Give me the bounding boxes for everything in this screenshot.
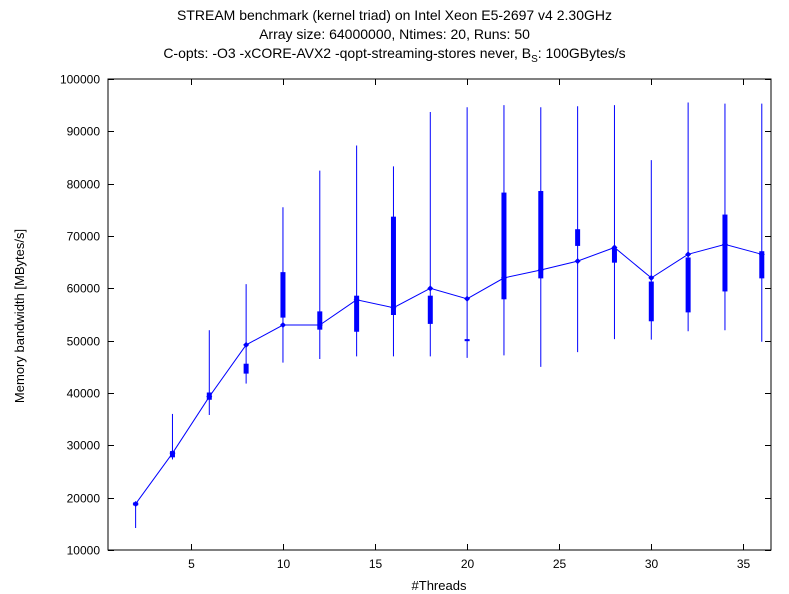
chart-title-block: STREAM benchmark (kernel triad) on Intel… [0, 6, 789, 69]
box [575, 229, 581, 246]
x-tick-label: 15 [369, 557, 383, 571]
copts-suffix: : 100GBytes/s [537, 45, 626, 61]
mean-point [721, 241, 728, 248]
y-tick-label: 20000 [67, 492, 101, 506]
mean-point [390, 304, 397, 311]
x-tick-label: 10 [277, 557, 291, 571]
mean-point [169, 450, 176, 457]
mean-point [464, 295, 471, 302]
x-tick-label: 5 [188, 557, 195, 571]
mean-line [135, 243, 762, 505]
mean-point [316, 321, 323, 328]
x-tick-label: 30 [645, 557, 659, 571]
mean-point [279, 321, 286, 328]
y-tick-label: 60000 [67, 282, 101, 296]
box [611, 248, 617, 263]
boxes-layer [133, 102, 765, 529]
mean-point [500, 274, 507, 281]
mean-point [537, 267, 544, 274]
y-tick-label: 70000 [67, 230, 101, 244]
box [722, 214, 728, 292]
box [538, 191, 544, 279]
axes-layer [107, 78, 772, 551]
y-tick-label: 40000 [67, 387, 101, 401]
box [648, 281, 654, 322]
x-tick-label: 20 [461, 557, 475, 571]
ticks-layer: 10000 20000 30000 40000 50000 60000 70000 80000… [60, 73, 771, 571]
mean-point [685, 251, 692, 258]
chart-subtitle-array: Array size: 64000000, Ntimes: 20, Runs: … [259, 26, 530, 42]
box [390, 216, 396, 315]
box [354, 295, 360, 332]
y-tick-label: 80000 [67, 178, 101, 192]
box [243, 363, 249, 374]
x-axis-label: #Threads [412, 578, 467, 593]
mean-point [243, 341, 250, 348]
y-axis-label: Memory bandwidth [MBytes/s] [12, 229, 27, 403]
chart-title: STREAM benchmark (kernel triad) on Intel… [177, 7, 612, 23]
mean-point [206, 393, 213, 400]
mean-point [648, 274, 655, 281]
copts-subscript: S [531, 53, 538, 65]
plot-border [107, 78, 772, 551]
mean-point [574, 258, 581, 265]
x-tick-label: 25 [553, 557, 567, 571]
mean-point [353, 296, 360, 303]
copts-prefix: C-opts: -O3 -xCORE-AVX2 -qopt-streaming-… [163, 45, 532, 61]
box [280, 272, 286, 318]
box [427, 295, 433, 324]
y-tick-label: 50000 [67, 335, 101, 349]
y-tick-label: 10000 [67, 544, 101, 558]
mean-point [132, 500, 139, 507]
mean-point [758, 251, 765, 258]
mean-point [427, 285, 434, 292]
y-tick-label: 30000 [67, 439, 101, 453]
mean-point [611, 244, 618, 251]
box [317, 311, 323, 330]
box [501, 192, 507, 300]
box [685, 257, 691, 313]
y-tick-label: 90000 [67, 125, 101, 139]
box [464, 339, 470, 342]
x-tick-label: 35 [737, 557, 751, 571]
line-layer [132, 241, 765, 507]
y-tick-label: 100000 [60, 73, 100, 87]
chart-subtitle-copts: C-opts: -O3 -xCORE-AVX2 -qopt-streaming-… [0, 44, 789, 69]
